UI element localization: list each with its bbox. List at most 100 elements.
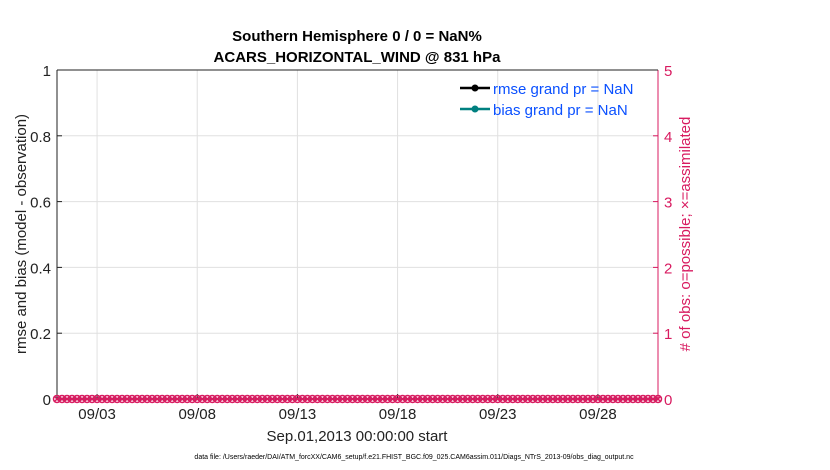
possible-obs-marker <box>543 394 553 404</box>
y-right-tick-label: 4 <box>664 129 672 146</box>
possible-obs-marker <box>433 394 442 404</box>
possible-obs-marker <box>142 394 152 404</box>
possible-obs-marker <box>403 394 412 404</box>
possible-obs-marker <box>203 394 212 404</box>
possible-obs-marker <box>152 394 162 404</box>
y-left-tick-label: 0 <box>43 392 51 409</box>
possible-obs-marker <box>558 394 568 404</box>
y-left-tick-label: 0.4 <box>30 260 51 277</box>
possible-obs-marker <box>238 394 247 404</box>
possible-obs-marker <box>137 394 147 404</box>
legend: rmse grand pr = NaN bias grand pr = NaN <box>460 81 633 119</box>
possible-obs-marker <box>87 394 97 404</box>
possible-obs-marker <box>187 394 197 404</box>
possible-obs-marker <box>197 394 207 404</box>
legend-rmse-marker <box>471 84 479 92</box>
y-left-tick-label: 0.8 <box>30 129 51 146</box>
possible-obs-marker <box>208 394 217 404</box>
possible-obs-marker <box>373 394 382 404</box>
possible-obs-marker <box>192 394 202 404</box>
possible-obs-marker <box>62 394 72 404</box>
possible-obs-marker <box>82 394 92 404</box>
possible-obs-marker <box>623 394 633 404</box>
possible-obs-marker <box>508 394 518 404</box>
possible-obs-marker <box>112 394 122 404</box>
possible-obs-marker <box>538 394 548 404</box>
possible-obs-marker <box>298 394 307 404</box>
possible-obs-marker <box>583 394 593 404</box>
possible-obs-marker <box>473 394 482 404</box>
possible-obs-marker <box>653 394 663 404</box>
possible-obs-marker <box>458 394 467 404</box>
possible-obs-marker <box>503 394 512 404</box>
possible-obs-marker <box>248 394 257 404</box>
possible-obs-marker <box>523 394 533 404</box>
possible-obs-marker <box>67 394 77 404</box>
possible-obs-marker <box>323 394 332 404</box>
possible-obs-marker <box>418 394 427 404</box>
possible-obs-marker <box>303 394 312 404</box>
possible-obs-marker <box>423 394 432 404</box>
possible-obs-marker <box>127 394 137 404</box>
possible-obs-marker <box>468 394 477 404</box>
possible-obs-marker <box>147 394 157 404</box>
possible-obs-marker <box>633 394 643 404</box>
possible-obs-marker <box>498 394 507 404</box>
possible-obs-marker <box>358 394 367 404</box>
possible-obs-marker <box>398 394 407 404</box>
possible-obs-marker <box>443 394 452 404</box>
possible-obs-marker <box>553 394 563 404</box>
x-tick-label: 09/23 <box>479 406 517 423</box>
possible-obs-marker <box>383 394 392 404</box>
possible-obs-marker <box>157 394 167 404</box>
x-tick-label: 09/18 <box>379 406 417 423</box>
y-axis-left-label: rmse and bias (model - observation) <box>13 114 30 354</box>
possible-obs-marker <box>107 394 117 404</box>
possible-obs-marker <box>162 394 172 404</box>
assimilated-obs-marker <box>654 395 662 403</box>
possible-obs-marker <box>92 394 102 404</box>
possible-obs-marker <box>233 394 242 404</box>
possible-obs-marker <box>172 394 182 404</box>
possible-obs-marker <box>528 394 538 404</box>
possible-obs-marker <box>518 394 528 404</box>
possible-obs-marker <box>243 394 252 404</box>
possible-obs-marker <box>488 394 497 404</box>
possible-obs-marker <box>177 394 187 404</box>
possible-obs-marker <box>588 394 598 404</box>
possible-obs-marker <box>618 394 628 404</box>
possible-obs-marker <box>167 394 177 404</box>
possible-obs-marker <box>132 394 142 404</box>
y-right-tick-label: 2 <box>664 260 672 277</box>
possible-obs-marker <box>613 394 623 404</box>
possible-obs-marker <box>428 394 437 404</box>
footer-data-file: data file: /Users/raeder/DAI/ATM_forcXX/… <box>194 454 634 461</box>
possible-obs-marker <box>643 394 653 404</box>
possible-obs-marker <box>353 394 362 404</box>
possible-obs-marker <box>483 394 492 404</box>
y-left-tick-label: 1 <box>43 63 51 80</box>
possible-obs-marker <box>283 394 292 404</box>
plot-area <box>57 70 658 399</box>
possible-obs-marker <box>228 394 237 404</box>
possible-obs-marker <box>333 394 342 404</box>
possible-obs-marker <box>343 394 352 404</box>
x-tick-label: 09/28 <box>579 406 617 423</box>
possible-obs-marker <box>533 394 543 404</box>
possible-obs-marker <box>478 394 487 404</box>
y-right-tick-label: 0 <box>664 392 672 409</box>
possible-obs-marker <box>213 394 222 404</box>
y-axis-right-label: # of obs: o=possible; ×=assimilated <box>677 117 694 352</box>
possible-obs-marker <box>363 394 372 404</box>
possible-obs-marker <box>218 394 227 404</box>
possible-obs-marker <box>338 394 347 404</box>
possible-obs-marker <box>72 394 82 404</box>
possible-obs-marker <box>268 394 277 404</box>
y-right-tick-label: 1 <box>664 326 672 343</box>
possible-obs-marker <box>593 394 603 404</box>
possible-obs-marker <box>57 394 67 404</box>
legend-bias-label: bias grand pr = NaN <box>493 102 628 119</box>
possible-obs-marker <box>102 394 112 404</box>
